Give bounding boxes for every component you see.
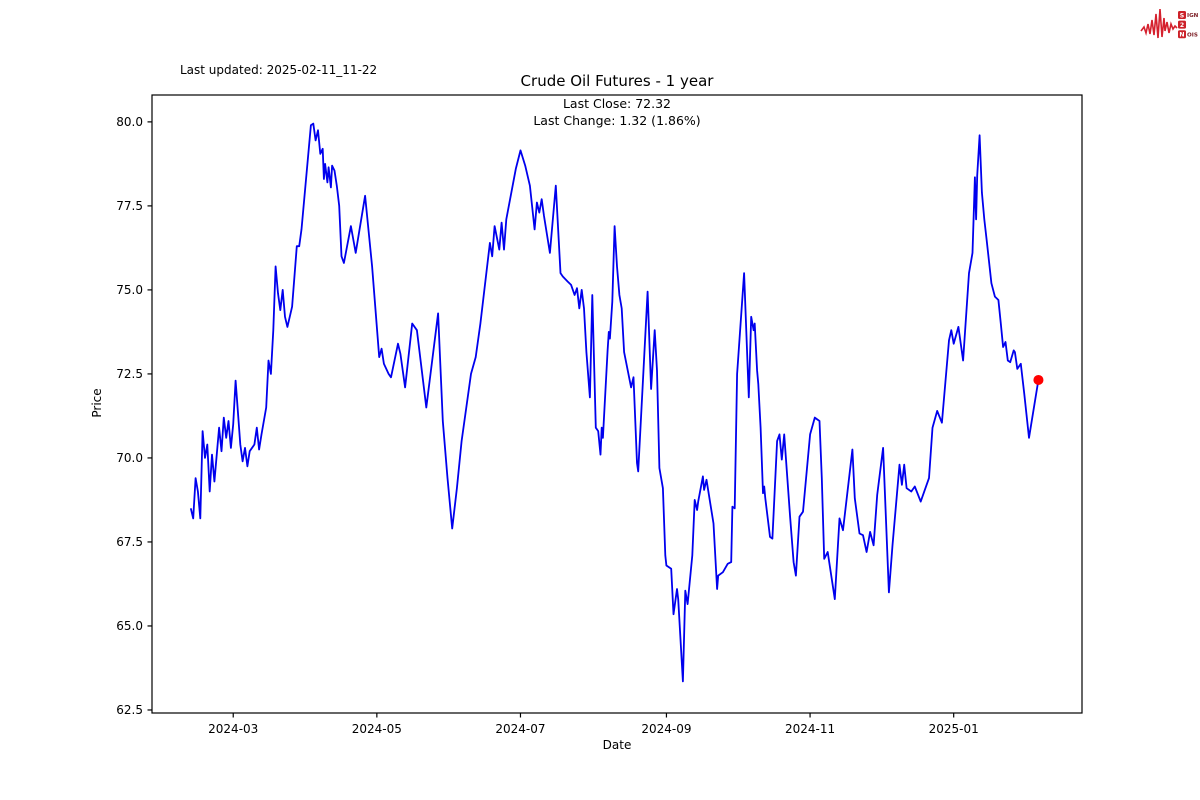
x-tick-label: 2024-03	[208, 722, 258, 736]
last-close-marker	[1033, 374, 1044, 385]
logo-letter-box	[1178, 11, 1186, 19]
axes-frame	[151, 94, 1083, 714]
x-tick-label: 2024-11	[785, 722, 835, 736]
x-tick-label: 2024-07	[495, 722, 545, 736]
logo-box-letter: 2	[1180, 22, 1184, 29]
y-tick-label: 65.0	[116, 619, 143, 633]
x-tick-label: 2025-01	[929, 722, 979, 736]
logo-letter-box	[1178, 30, 1186, 39]
y-tick-label: 80.0	[116, 115, 143, 129]
y-tick-label: 75.0	[116, 283, 143, 297]
last-updated-text: Last updated: 2025-02-11_11-22	[180, 63, 378, 77]
y-tick-label: 72.5	[116, 367, 143, 381]
logo-box-letter: S	[1180, 12, 1184, 19]
waveform-icon	[1140, 8, 1178, 39]
x-tick-label: 2024-09	[641, 722, 691, 736]
logo-letter-box	[1178, 20, 1186, 29]
logo-text: IGNAL	[1187, 13, 1198, 19]
last-close-annotation: Last Close: 72.32	[562, 96, 672, 111]
price-line	[189, 122, 1040, 683]
logo-text: OISE	[1187, 32, 1198, 38]
last-change-annotation: Last Change: 1.32 (1.86%)	[533, 113, 701, 128]
y-tick-label: 67.5	[116, 535, 143, 549]
y-tick-label: 77.5	[116, 199, 143, 213]
chart-title: Crude Oil Futures - 1 year	[520, 72, 714, 90]
y-axis-label: Price	[90, 388, 104, 418]
y-tick-label: 62.5	[116, 703, 143, 717]
y-tick-label: 70.0	[116, 451, 143, 465]
logo-box-letter: N	[1179, 32, 1184, 39]
signal2noise-logo: SIGNAL2 NOISE	[1140, 4, 1200, 50]
x-axis-label: Date	[602, 738, 632, 752]
x-tick-label: 2024-05	[352, 722, 402, 736]
